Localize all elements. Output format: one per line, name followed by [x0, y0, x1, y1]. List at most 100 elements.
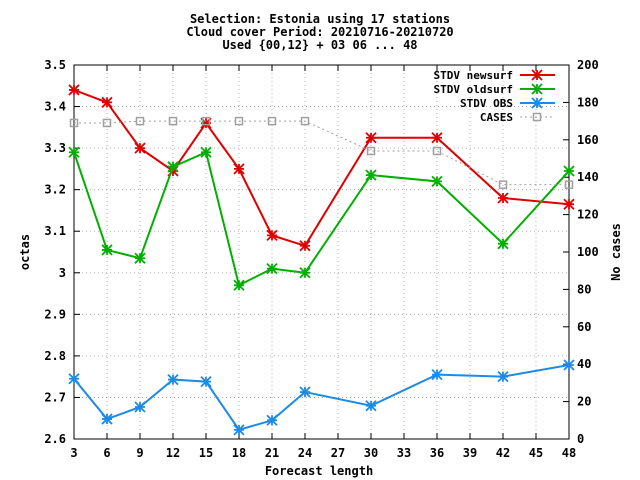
x-tick-label: 48 [562, 446, 576, 460]
data-point-cases [564, 180, 574, 189]
series-cases [69, 116, 574, 189]
data-point-stdv-oldsurf [200, 146, 212, 158]
series-stdv-obs [68, 359, 575, 436]
series-line-stdv-obs [73, 364, 570, 432]
data-point-stdv-oldsurf [365, 169, 377, 181]
y2-tick-label: 200 [577, 58, 599, 72]
data-point-cases [300, 116, 310, 126]
y-tick-label: 3.4 [44, 100, 66, 114]
data-point-stdv-obs [431, 368, 443, 381]
data-point-stdv-oldsurf [497, 238, 509, 250]
y-tick-label: 3.1 [44, 224, 66, 238]
data-point-cases [432, 146, 442, 156]
data-point-cases [366, 146, 376, 156]
x-tick-label: 18 [232, 446, 246, 460]
data-point-stdv-obs [134, 401, 146, 413]
data-point-stdv-oldsurf [299, 267, 311, 279]
series-stdv-newsurf [68, 84, 575, 252]
x-tick-label: 45 [529, 446, 543, 460]
plot-frame [73, 64, 570, 440]
x-tick-label: 36 [430, 446, 444, 460]
tick-labels: 3 6 9 12 15 18 21 24 27 30 33 36 39 42 45 482.62.72.82.… [44, 58, 598, 460]
data-point-cases [201, 116, 211, 126]
y-tick-label: 3 [59, 266, 66, 280]
data-point-stdv-oldsurf [563, 165, 575, 177]
y-tick-label: 2.8 [44, 349, 66, 363]
x-tick-label: 3 [70, 446, 77, 460]
series-line-stdv-oldsurf [73, 150, 570, 287]
x-tick-label: 24 [298, 446, 312, 460]
data-point-stdv-newsurf [299, 240, 311, 252]
x-tick-label: 9 [136, 446, 143, 460]
data-point-stdv-newsurf [563, 198, 575, 210]
series-stdv-oldsurf [68, 146, 575, 291]
data-point-stdv-newsurf [101, 96, 113, 109]
y2-tick-label: 160 [577, 133, 599, 147]
y2-tick-label: 100 [577, 245, 599, 259]
y-tick-label: 2.9 [44, 307, 66, 321]
data-point-stdv-obs [101, 413, 113, 425]
x-axis-label: Forecast length [265, 464, 373, 478]
y2-tick-label: 120 [577, 208, 599, 222]
title-line-3: Used {00,12} + 03 06 ... 48 [222, 38, 417, 52]
data-point-stdv-obs [167, 373, 179, 386]
data-point-stdv-obs [299, 386, 311, 398]
legend-marker-stdv-obs [531, 97, 543, 109]
y-tick-label: 2.6 [44, 432, 66, 446]
x-tick-label: 27 [331, 446, 345, 460]
y2-axis-label: No cases [609, 223, 623, 281]
data-point-cases [168, 116, 178, 126]
x-tick-label: 39 [463, 446, 477, 460]
legend-label-stdv-newsurf: STDV newsurf [434, 69, 513, 82]
y-tick-label: 3.2 [44, 183, 66, 197]
y-axis-label: octas [18, 234, 32, 270]
y2-tick-label: 180 [577, 95, 599, 109]
data-point-stdv-obs [497, 371, 509, 383]
x-tick-label: 21 [265, 446, 279, 460]
data-point-stdv-oldsurf [233, 279, 245, 291]
y-tick-label: 2.7 [44, 390, 66, 404]
data-point-cases [234, 116, 244, 126]
data-point-stdv-obs [563, 359, 575, 371]
x-tick-label: 6 [103, 446, 110, 460]
chart-title: Selection: Estonia using 17 stations Clo… [186, 12, 453, 52]
y2-tick-label: 80 [577, 282, 591, 296]
data-point-stdv-newsurf [134, 142, 146, 154]
axes [73, 64, 570, 440]
x-tick-label: 15 [199, 446, 213, 460]
y2-tick-label: 140 [577, 170, 599, 184]
data-point-stdv-obs [365, 400, 377, 412]
legend-marker-stdv-newsurf [531, 69, 543, 81]
x-tick-label: 33 [397, 446, 411, 460]
data-point-stdv-newsurf [233, 163, 245, 175]
data-point-stdv-newsurf [68, 84, 80, 96]
data-point-stdv-oldsurf [167, 161, 179, 173]
y-tick-label: 3.3 [44, 141, 66, 155]
data-point-cases [135, 116, 145, 126]
grid [74, 65, 569, 439]
data-point-stdv-newsurf [431, 132, 443, 144]
y2-tick-label: 20 [577, 395, 591, 409]
data-point-stdv-oldsurf [101, 244, 113, 256]
series-line-cases [74, 120, 569, 186]
data-point-stdv-oldsurf [68, 146, 80, 158]
data-point-stdv-oldsurf [134, 252, 146, 264]
y-tick-label: 3.5 [44, 58, 66, 72]
x-tick-label: 12 [166, 446, 180, 460]
legend-label-stdv-oldsurf: STDV oldsurf [434, 83, 513, 96]
data-point-cases [498, 180, 508, 189]
y2-tick-label: 0 [577, 432, 584, 446]
data-point-stdv-newsurf [266, 229, 278, 242]
legend-label-cases: CASES [480, 111, 513, 124]
data-point-stdv-oldsurf [266, 262, 278, 275]
legend-label-stdv-obs: STDV OBS [460, 97, 513, 110]
title-line-2: Cloud cover Period: 20210716-20210720 [186, 25, 453, 39]
legend-marker-cases [532, 112, 542, 122]
data-point-stdv-newsurf [200, 117, 212, 129]
y2-tick-label: 40 [577, 357, 591, 371]
data-point-stdv-obs [68, 373, 80, 385]
data-point-stdv-obs [233, 424, 245, 436]
x-tick-label: 42 [496, 446, 510, 460]
